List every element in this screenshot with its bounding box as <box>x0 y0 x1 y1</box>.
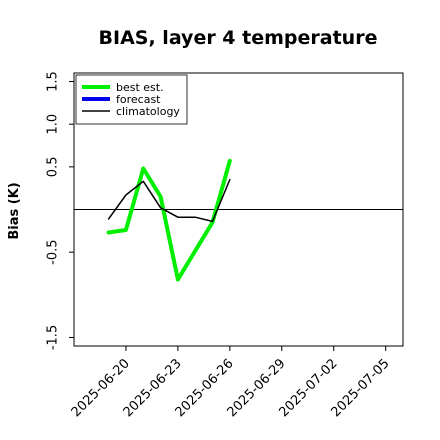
series-line <box>107 178 231 223</box>
series-line <box>106 158 232 282</box>
y-axis-label: Bias (K) <box>7 182 22 239</box>
legend-label: forecast <box>116 93 161 106</box>
y-tick-label: 1.5 <box>46 71 61 92</box>
y-tick-label: -1.5 <box>46 325 61 350</box>
y-tick-label: 1.0 <box>46 114 61 135</box>
y-tick-label: 0.5 <box>46 157 61 178</box>
chart-title: BIAS, layer 4 temperature <box>99 27 378 49</box>
legend-label: best est. <box>116 81 164 94</box>
y-tick-label: -0.5 <box>46 239 61 264</box>
legend-label: climatology <box>116 105 180 118</box>
